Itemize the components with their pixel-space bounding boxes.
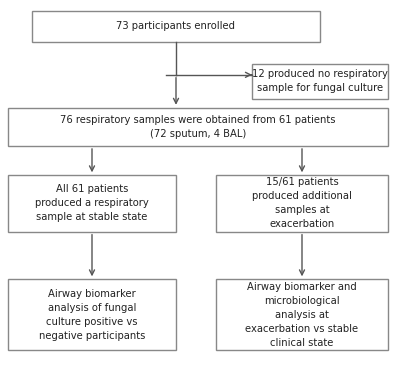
Bar: [8, 279, 176, 350]
Bar: [32, 11, 320, 42]
Text: 12 produced no respiratory
sample for fungal culture: 12 produced no respiratory sample for fu…: [252, 69, 388, 93]
Text: 15/61 patients
produced additional
samples at
exacerbation: 15/61 patients produced additional sampl…: [252, 177, 352, 230]
Bar: [8, 108, 388, 146]
Bar: [216, 175, 388, 232]
Text: 76 respiratory samples were obtained from 61 patients
(72 sputum, 4 BAL): 76 respiratory samples were obtained fro…: [60, 115, 336, 139]
Text: Airway biomarker and
microbiological
analysis at
exacerbation vs stable
clinical: Airway biomarker and microbiological ana…: [246, 282, 358, 348]
Bar: [216, 279, 388, 350]
Text: 73 participants enrolled: 73 participants enrolled: [116, 22, 236, 31]
Text: All 61 patients
produced a respiratory
sample at stable state: All 61 patients produced a respiratory s…: [35, 184, 149, 223]
Text: Airway biomarker
analysis of fungal
culture positive vs
negative participants: Airway biomarker analysis of fungal cult…: [39, 289, 145, 341]
Bar: [252, 64, 388, 99]
Bar: [8, 175, 176, 232]
